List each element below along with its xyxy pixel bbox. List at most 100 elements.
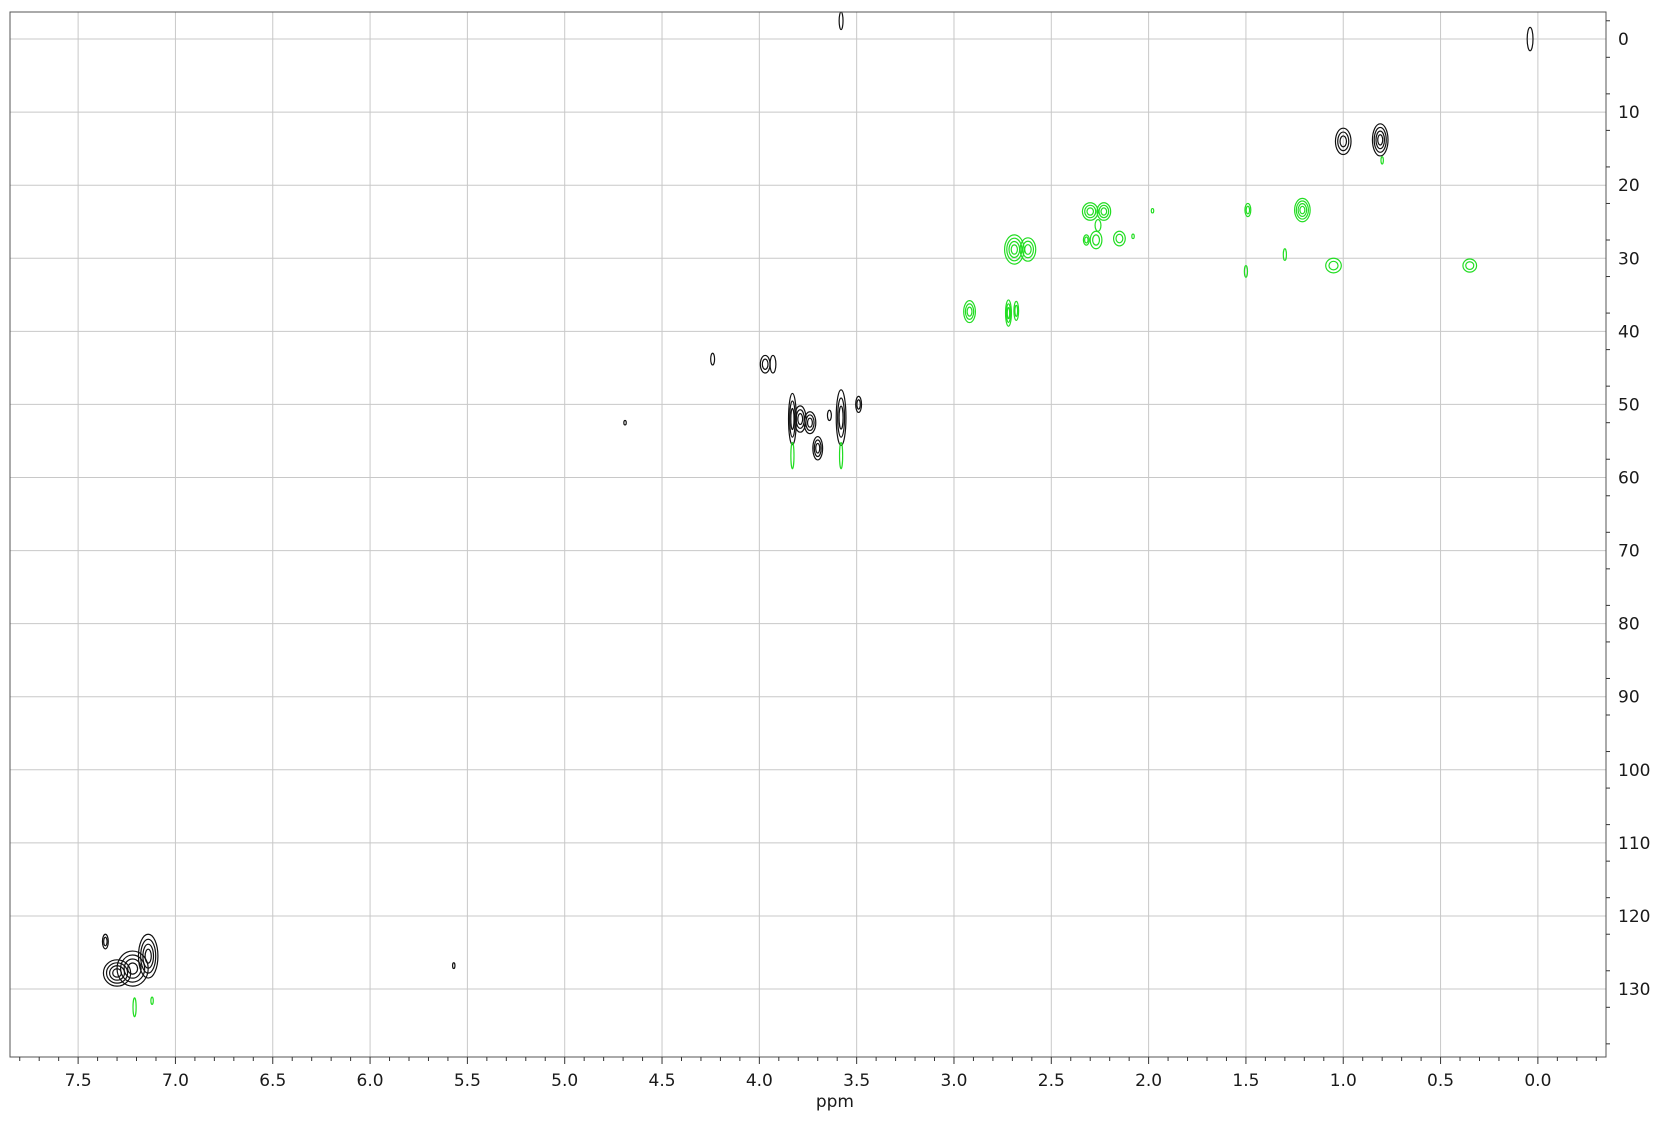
negative-contour-series [132, 156, 1478, 1018]
x-tick-label: 1.0 [1330, 1071, 1357, 1091]
contour-level [1328, 260, 1339, 271]
x-axis: 7.5 7.0 6.5 6.0 5.5 5.0 4.5 4.0 3.5 3.0 2.5 2.0 1.5 1… [19, 1057, 1597, 1091]
contour-peaks [101, 11, 1534, 1018]
contour-level [855, 395, 863, 414]
contour-peak [1282, 248, 1288, 262]
contour-level [813, 439, 822, 458]
contour-peak [790, 441, 795, 470]
contour-peak [769, 354, 777, 374]
contour-peak [1131, 233, 1135, 240]
contour-peak [1243, 264, 1249, 278]
y-tick-label: 60 [1618, 469, 1640, 489]
contour-level [789, 400, 796, 438]
contour-level [1081, 202, 1099, 221]
contour-level [1014, 304, 1019, 318]
contour-level [1112, 230, 1126, 247]
x-tick-label: 3.5 [843, 1071, 870, 1091]
contour-level [1004, 299, 1012, 327]
contour-level [1465, 261, 1475, 271]
x-tick-label: 2.5 [1038, 1071, 1065, 1091]
contour-peak [451, 962, 456, 970]
contour-level [1100, 207, 1108, 216]
contour-peak [838, 441, 844, 470]
y-tick-label: 100 [1618, 761, 1650, 781]
contour-peak [1096, 202, 1112, 221]
contour-peak [1082, 234, 1090, 246]
contour-level [1371, 123, 1389, 157]
contour-level [1337, 131, 1350, 152]
contour-level [1243, 264, 1249, 278]
contour-level [815, 442, 821, 454]
contour-level [1377, 134, 1384, 146]
x-tick-label: 3.0 [940, 1071, 967, 1091]
contour-peak [137, 933, 159, 979]
contour-peak [710, 352, 716, 366]
contour-peak [812, 435, 824, 461]
contour-level [1297, 203, 1308, 218]
contour-level [105, 962, 129, 984]
contour-level [1024, 244, 1032, 255]
contour-level [1089, 230, 1103, 250]
y-tick-label: 30 [1618, 249, 1640, 269]
contour-level [806, 417, 813, 428]
contour-level [103, 936, 108, 947]
contour-level [838, 405, 844, 430]
contour-peak [759, 354, 771, 374]
contour-level [1131, 233, 1135, 240]
contour-level [1096, 202, 1112, 221]
y-tick-label: 20 [1618, 176, 1640, 196]
contour-level [1005, 303, 1012, 323]
contour-level [856, 399, 861, 410]
grid-lines [10, 12, 1606, 1057]
contour-level [1086, 207, 1095, 216]
contour-level [966, 306, 973, 317]
y-tick-label: 50 [1618, 395, 1640, 415]
positive-contour-series [101, 11, 1534, 987]
x-tick-label: 2.0 [1135, 1071, 1162, 1091]
y-tick-label: 40 [1618, 322, 1640, 342]
contour-level [1299, 205, 1306, 215]
contour-level [761, 358, 769, 370]
contour-peak [1019, 237, 1037, 262]
contour-level [137, 933, 159, 979]
x-tick-label: 5.0 [551, 1071, 578, 1091]
contour-level [964, 303, 975, 320]
y-tick-label: 120 [1618, 907, 1650, 927]
contour-peak [1293, 197, 1311, 223]
contour-level [1295, 200, 1309, 220]
contour-level [144, 948, 152, 964]
contour-level [142, 943, 155, 969]
x-tick-label: 0.5 [1427, 1071, 1454, 1091]
contour-level [1092, 234, 1101, 246]
contour-peak [1526, 26, 1534, 52]
contour-level [150, 996, 154, 1005]
y-tick-label: 10 [1618, 103, 1640, 123]
contour-level [1526, 26, 1534, 52]
contour-peak [1003, 234, 1025, 265]
contour-level [1084, 236, 1089, 244]
contour-peak [150, 996, 154, 1005]
contour-level [1003, 234, 1025, 265]
contour-level [838, 441, 844, 470]
contour-level [123, 958, 142, 979]
y-tick-label: 130 [1618, 980, 1650, 1000]
contour-level [1244, 202, 1252, 218]
contour-level [1115, 233, 1124, 244]
x-tick-label: 7.0 [162, 1071, 189, 1091]
y-tick-label: 110 [1618, 834, 1650, 854]
contour-level [119, 954, 146, 983]
contour-peak [132, 997, 137, 1018]
contour-level [127, 962, 139, 975]
contour-level [623, 419, 627, 426]
y-tick-label: 70 [1618, 542, 1640, 562]
contour-level [1094, 218, 1102, 232]
y-axis: 0 10 20 30 40 50 60 70 80 90 100 110 120 130 [1606, 20, 1650, 1045]
x-tick-label: 6.0 [357, 1071, 384, 1091]
contour-level [1339, 135, 1348, 148]
contour-level [1021, 240, 1035, 259]
contour-peak [1089, 230, 1103, 250]
contour-peak [1334, 127, 1352, 156]
contour-level [1462, 258, 1478, 273]
contour-level [1006, 307, 1011, 320]
